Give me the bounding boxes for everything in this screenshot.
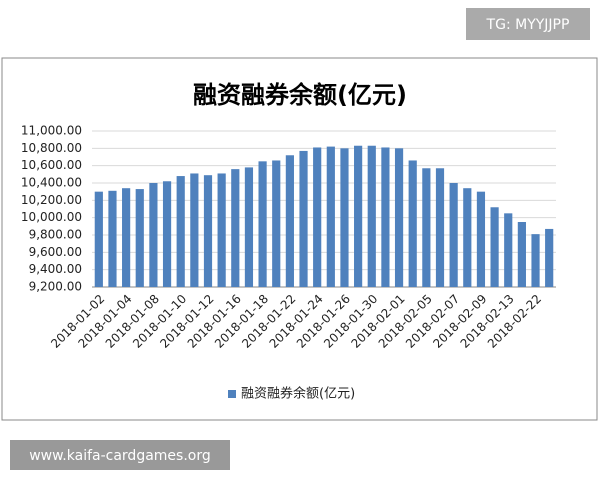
bar <box>463 188 472 287</box>
bar <box>354 145 363 287</box>
bar <box>272 160 281 287</box>
bar <box>490 207 499 287</box>
bar <box>258 161 267 287</box>
bar <box>517 222 526 287</box>
y-tick-label: 11,000.00 <box>21 124 82 138</box>
bar <box>449 183 458 287</box>
bar <box>545 228 554 287</box>
bar <box>299 150 308 287</box>
y-tick-label: 10,400.00 <box>21 176 82 190</box>
bar <box>504 213 513 287</box>
bar <box>394 148 404 287</box>
bar <box>381 147 390 287</box>
legend-label: 融资融券余额(亿元) <box>241 386 355 402</box>
y-tick-label: 9,800.00 <box>29 228 82 242</box>
bar <box>108 190 117 287</box>
bar <box>135 189 144 287</box>
y-tick-label: 10,200.00 <box>21 193 82 207</box>
watermark-box <box>10 440 230 470</box>
bar <box>313 147 322 287</box>
y-tick-label: 9,200.00 <box>29 280 82 294</box>
watermark: www.kaifa-cardgames.org <box>29 448 211 464</box>
watermark-box <box>466 8 590 40</box>
bar <box>435 168 445 287</box>
legend-swatch <box>228 390 236 398</box>
bar <box>244 167 254 287</box>
y-tick-label: 9,600.00 <box>29 245 82 259</box>
bar <box>285 155 294 287</box>
bar <box>408 160 417 287</box>
bar <box>326 146 335 287</box>
y-tick-label: 10,800.00 <box>21 141 82 155</box>
y-tick-label: 10,000.00 <box>21 210 82 224</box>
bar <box>367 145 376 287</box>
bar <box>162 181 172 287</box>
bar <box>122 188 131 287</box>
chart-title: 融资融券余额(亿元) <box>193 81 407 109</box>
bar <box>176 176 185 287</box>
bar <box>190 173 199 287</box>
bar <box>531 234 540 287</box>
bar <box>149 183 158 287</box>
bar <box>217 173 226 287</box>
bar <box>231 169 240 287</box>
y-tick-label: 9,400.00 <box>29 262 82 276</box>
bar <box>422 168 431 287</box>
y-tick-label: 10,600.00 <box>21 158 82 172</box>
bar <box>203 175 213 287</box>
bar <box>94 191 103 287</box>
watermark: TG: MYYJJPP <box>486 17 570 33</box>
bar <box>340 148 349 287</box>
bar <box>476 191 486 287</box>
